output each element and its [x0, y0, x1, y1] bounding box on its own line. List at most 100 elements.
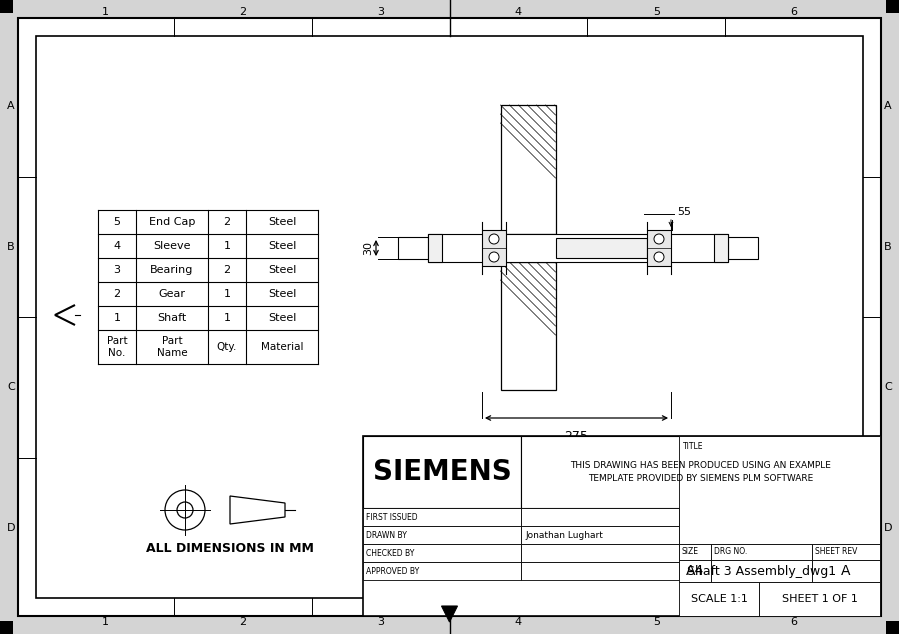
Bar — [812, 560, 880, 582]
Text: Steel: Steel — [268, 241, 296, 251]
Text: 1: 1 — [224, 241, 230, 251]
Text: 3: 3 — [113, 265, 120, 275]
Bar — [647, 230, 671, 266]
Text: DRG NO.: DRG NO. — [714, 548, 747, 557]
Text: Part
No.: Part No. — [107, 336, 128, 358]
Text: SHEET 1 OF 1: SHEET 1 OF 1 — [781, 594, 858, 604]
Bar — [501, 262, 556, 390]
Bar — [363, 526, 521, 544]
Bar — [521, 508, 679, 526]
Text: A4: A4 — [686, 564, 704, 578]
Bar — [711, 544, 812, 560]
Bar — [886, 0, 899, 13]
Bar — [521, 544, 679, 562]
Bar — [428, 234, 442, 262]
Text: Gear: Gear — [158, 289, 185, 299]
Text: 5: 5 — [113, 217, 120, 227]
Bar — [0, 0, 13, 13]
Text: Steel: Steel — [268, 265, 296, 275]
Text: 2: 2 — [239, 617, 246, 627]
Text: Steel: Steel — [268, 313, 296, 323]
Bar — [679, 544, 711, 560]
Bar — [521, 436, 880, 508]
Text: Qty.: Qty. — [217, 342, 237, 352]
Bar — [728, 237, 758, 259]
Text: 1: 1 — [113, 313, 120, 323]
Text: 1: 1 — [224, 313, 230, 323]
Text: 55: 55 — [677, 207, 691, 217]
Text: 1: 1 — [102, 617, 109, 627]
Text: Bearing: Bearing — [150, 265, 193, 275]
Text: A: A — [841, 564, 850, 578]
Text: 2: 2 — [113, 289, 120, 299]
Bar — [428, 234, 728, 262]
Bar — [556, 238, 647, 258]
Bar — [363, 508, 521, 526]
Text: 4: 4 — [515, 7, 522, 17]
Bar — [714, 234, 728, 262]
Text: 2: 2 — [224, 217, 230, 227]
Text: Shaft: Shaft — [157, 313, 187, 323]
Polygon shape — [441, 606, 458, 622]
Text: Part
Name: Part Name — [156, 336, 187, 358]
Text: 4: 4 — [113, 241, 120, 251]
Text: 30: 30 — [363, 241, 373, 255]
Bar — [812, 544, 880, 560]
Text: A: A — [7, 101, 14, 111]
Text: SIZE: SIZE — [681, 548, 698, 557]
Text: 6: 6 — [790, 617, 797, 627]
Text: B: B — [7, 242, 14, 252]
Text: End Cap: End Cap — [149, 217, 195, 227]
Text: 3: 3 — [377, 617, 384, 627]
Bar — [363, 544, 521, 562]
Text: Sleeve: Sleeve — [153, 241, 191, 251]
Text: Steel: Steel — [268, 289, 296, 299]
Text: 5: 5 — [653, 617, 660, 627]
Text: 2: 2 — [239, 7, 246, 17]
Text: Material: Material — [261, 342, 303, 352]
Bar — [521, 526, 679, 544]
Text: FIRST ISSUED: FIRST ISSUED — [366, 512, 418, 522]
Circle shape — [489, 234, 499, 244]
Bar — [759, 582, 880, 616]
Circle shape — [165, 490, 205, 530]
Bar — [501, 105, 556, 234]
Circle shape — [654, 234, 664, 244]
Text: C: C — [884, 382, 892, 392]
Bar — [36, 36, 863, 598]
Text: TITLE: TITLE — [683, 442, 704, 451]
Text: CHECKED BY: CHECKED BY — [366, 548, 414, 557]
Bar — [679, 582, 759, 616]
Bar — [521, 562, 679, 580]
Bar — [363, 562, 521, 580]
Bar — [679, 436, 880, 544]
Bar — [679, 560, 711, 582]
Bar — [711, 560, 812, 582]
Circle shape — [654, 252, 664, 262]
Bar — [0, 621, 13, 634]
Text: 5: 5 — [653, 7, 660, 17]
Text: B: B — [885, 242, 892, 252]
Text: ALL DIMENSIONS IN MM: ALL DIMENSIONS IN MM — [146, 541, 314, 555]
Text: SHEET REV: SHEET REV — [815, 548, 858, 557]
Text: SCALE 1:1: SCALE 1:1 — [690, 594, 747, 604]
Text: DRAWN BY: DRAWN BY — [366, 531, 407, 540]
Text: Steel: Steel — [268, 217, 296, 227]
Text: 6: 6 — [790, 7, 797, 17]
Text: Shaft 3 Assembly_dwg1: Shaft 3 Assembly_dwg1 — [687, 564, 836, 578]
Bar — [482, 230, 506, 266]
Text: 4: 4 — [515, 617, 522, 627]
Circle shape — [489, 252, 499, 262]
Bar — [886, 621, 899, 634]
Bar — [363, 436, 880, 616]
Text: THIS DRAWING HAS BEEN PRODUCED USING AN EXAMPLE
TEMPLATE PROVIDED BY SIEMENS PLM: THIS DRAWING HAS BEEN PRODUCED USING AN … — [570, 462, 831, 482]
Text: 275: 275 — [565, 430, 589, 443]
Text: APPROVED BY: APPROVED BY — [366, 567, 419, 576]
Text: D: D — [7, 523, 15, 533]
Circle shape — [177, 502, 193, 518]
Text: 1: 1 — [224, 289, 230, 299]
Text: D: D — [884, 523, 892, 533]
Bar — [398, 237, 428, 259]
Text: 3: 3 — [377, 7, 384, 17]
Text: SIEMENS: SIEMENS — [372, 458, 512, 486]
